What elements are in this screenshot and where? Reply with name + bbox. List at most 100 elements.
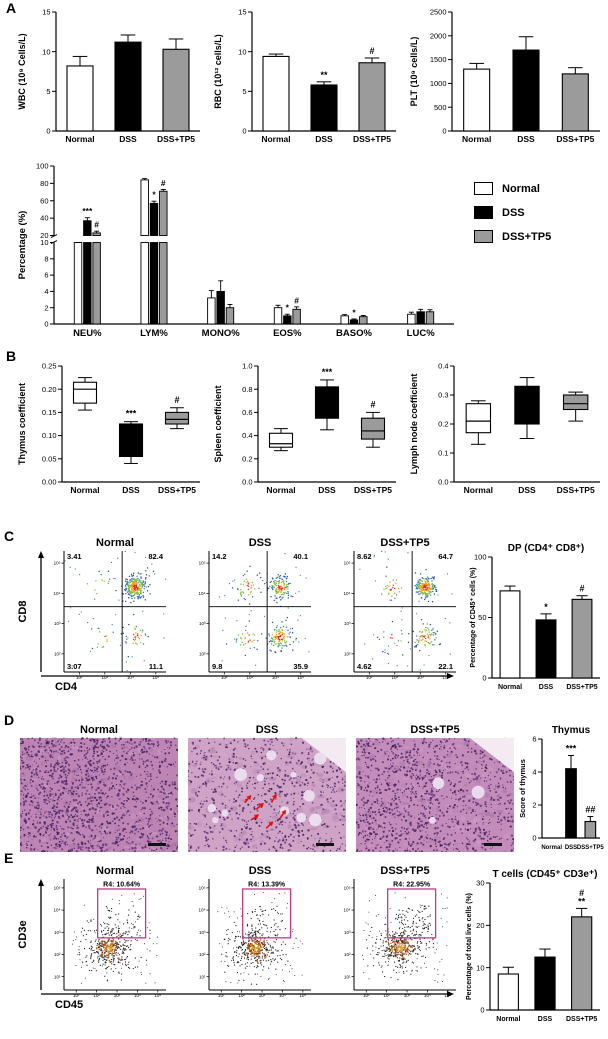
svg-text:WBC (10⁹ Cells/L): WBC (10⁹ Cells/L) [17, 33, 27, 109]
svg-text:10³: 10³ [199, 621, 206, 626]
svg-text:Spleen coefficient: Spleen coefficient [213, 385, 223, 462]
thymus-coefficient-boxplot: 0.00 0.05 0.10 0.15 0.20 0.25 Normal *** DSS # DSS… [16, 358, 206, 508]
spleen-coefficient-boxplot: 0.0 0.2 0.4 0.6 0.8 1.0 Normal *** DSS # DSS+TP5 Sp… [212, 358, 402, 508]
svg-text:5: 5 [46, 87, 50, 96]
svg-text:DSS: DSS [256, 724, 279, 736]
svg-text:10³: 10³ [247, 675, 254, 680]
svg-text:DSS+TP5: DSS+TP5 [157, 134, 195, 144]
panel-label-a: A [6, 0, 17, 16]
legend-label-dss-tp5: DSS+TP5 [502, 230, 552, 243]
flow-plot-normal-cd45-cd3e: Normal 10¹ 10² 10³ 10⁴ 10⁵ 10¹ 10² 10³ 10⁴ 10⁵ R4: … [44, 864, 169, 1002]
svg-text:2500: 2500 [430, 8, 447, 17]
svg-text:0.6: 0.6 [242, 408, 252, 417]
svg-text:1000: 1000 [430, 79, 447, 88]
svg-text:10²: 10² [344, 651, 351, 656]
svg-text:DSS: DSS [122, 485, 140, 495]
svg-text:Normal: Normal [65, 134, 94, 144]
svg-text:PLT (10⁹ cells/L): PLT (10⁹ cells/L) [409, 37, 419, 107]
svg-text:MONO%: MONO% [202, 328, 241, 339]
flow-plot-dss-tp5-cd45-cd3e: DSS+TP5 10¹ 10² 10³ 10⁴ 10⁵ 10¹ 10² 10³ 10⁴ 10⁵ R4:… [334, 864, 459, 1002]
svg-text:10⁵: 10⁵ [54, 561, 61, 566]
svg-text:0: 0 [482, 674, 486, 683]
svg-text:10⁴: 10⁴ [127, 675, 134, 680]
svg-text:DSS: DSS [249, 537, 272, 549]
svg-text:EOS%: EOS% [273, 328, 302, 339]
svg-text:11.1: 11.1 [149, 662, 163, 671]
svg-text:9.8: 9.8 [212, 662, 222, 671]
svg-text:4: 4 [44, 287, 48, 296]
svg-text:0.2: 0.2 [438, 420, 448, 429]
svg-text:10³: 10³ [392, 675, 399, 680]
svg-text:DSS+TP5: DSS+TP5 [557, 485, 595, 495]
svg-text:0.4: 0.4 [242, 431, 252, 440]
svg-text:*: * [286, 303, 290, 313]
svg-text:#: # [161, 178, 166, 188]
svg-text:1500: 1500 [430, 55, 447, 64]
legend-item-dss-tp5: DSS+TP5 [474, 230, 551, 243]
svg-text:Normal: Normal [462, 134, 491, 144]
histology-dss-tp5-image: DSS+TP5 [356, 722, 514, 852]
svg-text:Normal: Normal [96, 537, 134, 549]
legend-label-normal: Normal [502, 182, 540, 195]
svg-text:Percentage of CD45⁺ cells (%): Percentage of CD45⁺ cells (%) [470, 567, 477, 667]
panel-label-d: D [4, 712, 15, 728]
svg-text:80: 80 [40, 179, 48, 188]
svg-text:10⁴: 10⁴ [417, 675, 424, 680]
svg-text:4.62: 4.62 [357, 662, 372, 671]
svg-text:35.9: 35.9 [293, 662, 308, 671]
svg-text:22.1: 22.1 [438, 662, 453, 671]
svg-text:500: 500 [434, 103, 447, 112]
svg-text:Lymph node coefficient: Lymph node coefficient [409, 374, 419, 475]
svg-text:0: 0 [46, 127, 50, 136]
svg-text:#: # [370, 399, 375, 409]
svg-text:10⁵: 10⁵ [152, 675, 159, 680]
panel-label-c: C [4, 528, 15, 544]
svg-text:Normal: Normal [266, 485, 295, 495]
svg-text:DSS+TP5: DSS+TP5 [410, 724, 459, 736]
legend-item-dss: DSS [474, 206, 551, 219]
svg-text:2000: 2000 [430, 31, 447, 40]
svg-text:14.2: 14.2 [212, 552, 227, 561]
svg-text:10⁴: 10⁴ [199, 591, 206, 596]
svg-text:**: ** [320, 70, 328, 80]
svg-text:0.4: 0.4 [438, 362, 448, 371]
svg-text:DSS+TP5: DSS+TP5 [556, 134, 594, 144]
svg-text:1.0: 1.0 [242, 362, 252, 371]
thymus-score-bar-chart: 0 2 4 6 Normal *** DSS ## DSS+TP5 Score of thymus… [516, 722, 606, 864]
svg-text:82.4: 82.4 [148, 552, 163, 561]
svg-text:NEU%: NEU% [73, 328, 102, 339]
svg-text:10⁵: 10⁵ [442, 675, 449, 680]
svg-text:100: 100 [36, 162, 49, 171]
svg-text:#: # [579, 584, 584, 594]
svg-text:8: 8 [44, 254, 48, 263]
svg-text:10⁵: 10⁵ [344, 561, 351, 566]
flow-plot-normal-cd4-cd8: Normal 10² 10³ 10⁴ 10⁵ 10² 10³ 10⁴ 10⁵ 3.41 82.4 3.… [44, 536, 169, 684]
svg-text:0: 0 [44, 320, 48, 329]
legend-label-dss: DSS [502, 206, 525, 219]
svg-text:0.3: 0.3 [438, 391, 448, 400]
svg-text:0.2: 0.2 [242, 454, 252, 463]
tcell-percentage-bar-chart: 0 10 20 30 Normal DSS ** # DSS+TP5 Percentage of … [462, 866, 606, 1036]
svg-text:10⁴: 10⁴ [54, 591, 61, 596]
svg-text:0.05: 0.05 [42, 454, 57, 463]
svg-text:3.41: 3.41 [67, 552, 82, 561]
svg-text:0.20: 0.20 [42, 385, 57, 394]
svg-text:DSS+TP5: DSS+TP5 [158, 485, 196, 495]
svg-text:0.0: 0.0 [242, 478, 252, 487]
svg-text:20: 20 [40, 231, 48, 240]
svg-text:DP (CD4⁺ CD8⁺): DP (CD4⁺ CD8⁺) [508, 543, 585, 554]
svg-text:0.00: 0.00 [42, 478, 57, 487]
svg-text:64.7: 64.7 [438, 552, 453, 561]
svg-text:Percentage (%): Percentage (%) [17, 211, 28, 280]
wbc-bar-chart: 0 5 10 15 Normal DSS DSS+TP5 WBC (10⁹ Cells/L) [16, 4, 206, 157]
svg-text:10³: 10³ [344, 621, 351, 626]
svg-text:10²: 10² [221, 675, 228, 680]
dp-percentage-bar-chart: 0 50 100 Normal * DSS # DSS+TP5 Percentage of CD… [466, 540, 606, 704]
svg-text:Normal: Normal [70, 485, 99, 495]
svg-text:BASO%: BASO% [336, 328, 372, 339]
svg-text:DSS+TP5: DSS+TP5 [353, 134, 391, 144]
svg-text:3.07: 3.07 [67, 662, 82, 671]
svg-text:40.1: 40.1 [293, 552, 308, 561]
svg-text:10: 10 [40, 238, 48, 247]
svg-text:100: 100 [474, 553, 487, 562]
